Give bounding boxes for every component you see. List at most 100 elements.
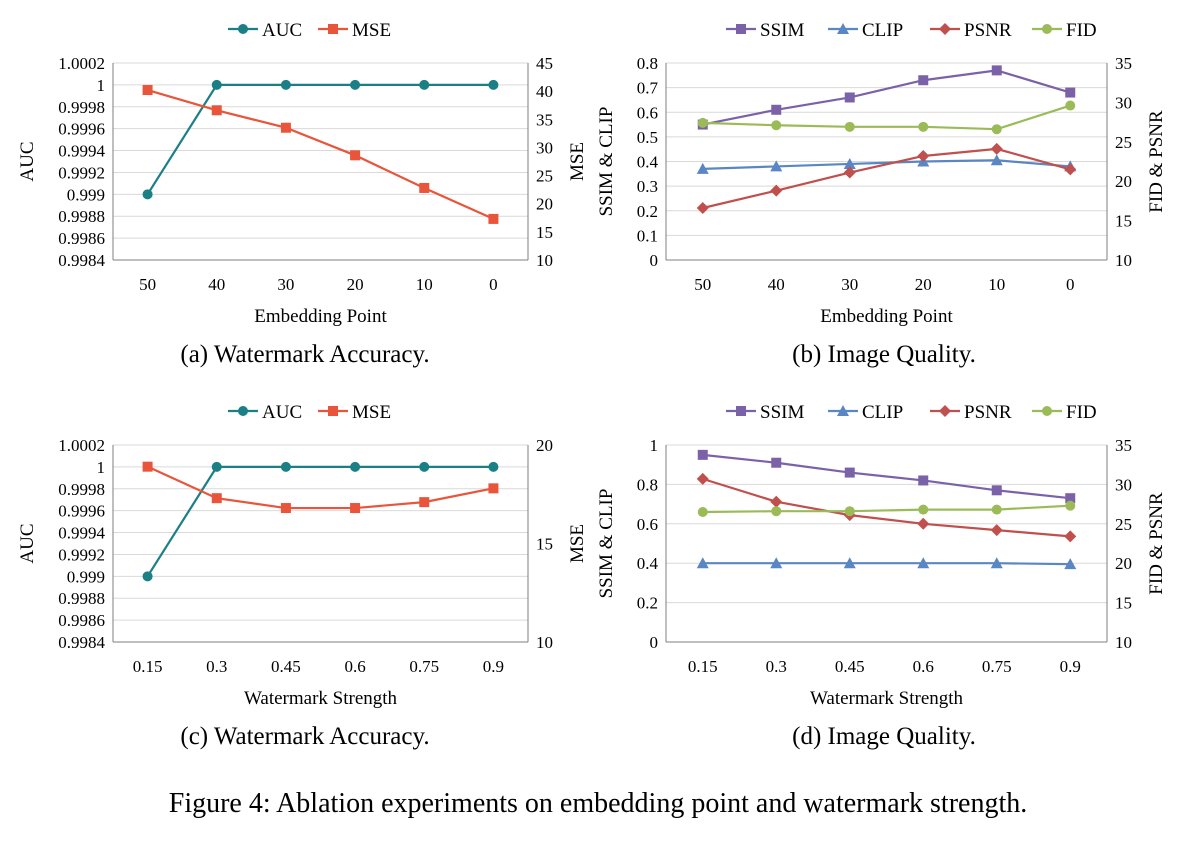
- data-point-auc: [211, 461, 222, 472]
- y-right-tick-label: 15: [1115, 594, 1132, 613]
- legend-label-fid: FID: [1066, 402, 1097, 423]
- y-right-tick-label: 40: [536, 82, 553, 101]
- x-tick-label: 30: [277, 275, 294, 294]
- data-point-psnr: [770, 184, 783, 197]
- y-left-tick-label: 0.9988: [58, 589, 105, 608]
- data-point-auc: [211, 79, 222, 90]
- y-left-tick-label: 0.9996: [58, 120, 105, 139]
- data-point-mse: [211, 105, 222, 116]
- legend-label-auc: AUC: [262, 402, 302, 423]
- x-tick-label: 40: [208, 275, 225, 294]
- y-right-axis-label: MSE: [567, 142, 588, 181]
- x-tick-label: 20: [347, 275, 364, 294]
- data-point-auc: [419, 461, 430, 472]
- y-right-tick-label: 20: [536, 195, 553, 214]
- data-point-auc: [142, 571, 153, 582]
- data-point-auc: [280, 461, 291, 472]
- data-point-psnr: [1064, 530, 1077, 543]
- y-left-tick-label: 1: [97, 458, 106, 477]
- y-right-tick-label: 15: [536, 535, 553, 554]
- legend-marker-ssim: [736, 24, 746, 34]
- y-left-axis-label: SSIM & CLIP: [596, 107, 617, 217]
- data-point-fid: [918, 121, 929, 132]
- y-right-tick-label: 15: [536, 223, 553, 242]
- figure-caption: Figure 4: Ablation experiments on embedd…: [169, 788, 1027, 819]
- y-right-tick-label: 10: [536, 633, 553, 652]
- data-point-ssim: [771, 104, 782, 115]
- legend-label-clip: CLIP: [862, 20, 903, 41]
- y-left-tick-label: 0.8: [637, 475, 658, 494]
- data-point-mse: [488, 213, 499, 224]
- data-point-clip: [843, 557, 856, 569]
- data-point-psnr: [990, 524, 1003, 537]
- data-point-mse: [142, 461, 153, 472]
- data-point-clip: [843, 157, 856, 169]
- y-right-tick-label: 30: [536, 138, 553, 157]
- data-point-ssim: [697, 449, 708, 460]
- data-point-clip: [1064, 558, 1077, 570]
- x-tick-label: 0.45: [271, 657, 301, 676]
- data-point-fid: [771, 120, 782, 131]
- data-point-auc: [488, 79, 499, 90]
- data-point-fid: [1065, 100, 1076, 111]
- panel-b-image-quality-embedding: 0 0.1 0.2 0.3 0.4 0.5 0.6 0.7 0.8 10 15 20 25 30 35 50 4…: [596, 20, 1167, 327]
- series-line-psnr: [702, 147, 1071, 210]
- y-right-tick-label: 10: [1115, 251, 1132, 270]
- legend-label-clip: CLIP: [862, 402, 903, 423]
- data-point-psnr: [917, 517, 930, 530]
- y-left-tick-label: 0.9992: [58, 163, 105, 182]
- legend-label-fid: FID: [1066, 20, 1097, 41]
- y-left-tick-label: 0.9998: [58, 480, 105, 499]
- legend-label-auc: AUC: [262, 20, 302, 41]
- data-point-clip: [990, 557, 1003, 569]
- y-left-tick-label: 0.6: [637, 515, 658, 534]
- x-tick-label: 0.3: [206, 657, 227, 676]
- y-right-tick-label: 45: [536, 54, 553, 73]
- y-right-tick-label: 20: [536, 436, 553, 455]
- y-right-tick-label: 35: [1115, 436, 1132, 455]
- legend-marker-auc: [238, 24, 248, 34]
- legend-label-ssim: SSIM: [760, 20, 804, 41]
- data-point-psnr: [770, 495, 783, 508]
- y-left-tick-label: 0.999: [67, 185, 105, 204]
- y-left-tick-label: 0.9984: [58, 251, 105, 270]
- x-tick-label: 0: [1066, 275, 1075, 294]
- y-right-axis-label: MSE: [567, 524, 588, 563]
- y-left-tick-label: 0: [650, 251, 659, 270]
- y-right-tick-label: 20: [1115, 554, 1132, 573]
- x-tick-label: 0: [489, 275, 498, 294]
- legend-marker-clip: [837, 405, 849, 416]
- legend-label-mse: MSE: [352, 20, 391, 41]
- data-point-ssim: [1065, 87, 1076, 98]
- data-point-clip: [770, 160, 783, 172]
- y-left-tick-label: 0.9986: [58, 229, 105, 248]
- data-point-ssim: [918, 75, 929, 86]
- legend-marker-fid: [1042, 24, 1052, 34]
- legend-label-psnr: PSNR: [964, 402, 1012, 423]
- y-left-tick-label: 1: [97, 76, 106, 95]
- y-left-tick-label: 0.6: [637, 103, 658, 122]
- y-left-tick-label: 0.2: [637, 202, 658, 221]
- x-axis-label: Embedding Point: [820, 306, 953, 327]
- y-left-tick-label: 1.0002: [58, 54, 105, 73]
- panel-a-watermark-accuracy-embedding: 0.9984 0.9986 0.9988 0.999 0.9992 0.9994 0.999…: [17, 20, 588, 327]
- y-right-tick-label: 15: [1115, 212, 1132, 231]
- y-left-tick-label: 0.9992: [58, 545, 105, 564]
- legend-label-ssim: SSIM: [760, 402, 804, 423]
- panel-d-image-quality-strength: 0 0.2 0.4 0.6 0.8 1 10 15 20 25 30 35 0.15 0.3 0.45 0.6…: [596, 402, 1167, 709]
- legend-marker-mse: [328, 24, 338, 34]
- y-right-tick-label: 20: [1115, 172, 1132, 191]
- x-tick-label: 10: [416, 275, 433, 294]
- series-line-psnr: [702, 477, 1071, 538]
- data-point-ssim: [844, 467, 855, 478]
- data-point-mse: [488, 483, 499, 494]
- data-point-ssim: [991, 65, 1002, 76]
- x-axis-label: Watermark Strength: [244, 688, 398, 709]
- legend-marker-psnr: [939, 405, 951, 417]
- series-line-fid: [702, 504, 1071, 514]
- data-point-auc: [419, 79, 430, 90]
- data-point-psnr: [696, 472, 709, 485]
- data-point-mse: [419, 182, 430, 193]
- y-left-tick-label: 0.9984: [58, 633, 105, 652]
- data-point-psnr: [696, 201, 709, 214]
